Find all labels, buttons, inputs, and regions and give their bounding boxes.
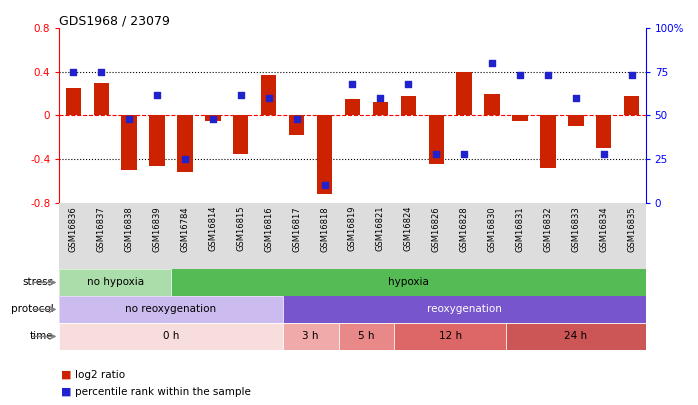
Bar (596, 115, 611, 148)
Point (487, 60, 498, 66)
Point (570, 95, 581, 101)
Text: GDS1968 / 23079: GDS1968 / 23079 (59, 14, 170, 27)
Text: GSM16835: GSM16835 (628, 206, 636, 252)
Text: ■: ■ (61, 370, 72, 379)
Bar (289, 115, 304, 135)
Text: ■: ■ (61, 387, 72, 397)
Text: hypoxia: hypoxia (388, 277, 429, 288)
Text: stress: stress (22, 277, 54, 288)
Text: 24 h: 24 h (564, 331, 588, 341)
Bar (345, 99, 360, 115)
Text: GSM16834: GSM16834 (600, 206, 608, 252)
Bar (401, 96, 416, 115)
Point (375, 95, 386, 101)
Text: GSM16814: GSM16814 (209, 206, 217, 252)
Bar (394, 323, 506, 350)
Point (626, 72, 637, 79)
Text: GSM16821: GSM16821 (376, 206, 385, 252)
Text: GSM16816: GSM16816 (265, 206, 273, 252)
Bar (624, 96, 639, 115)
Bar (121, 115, 137, 170)
Point (598, 151, 609, 157)
Bar (339, 323, 394, 350)
Bar (512, 115, 528, 121)
Text: 5 h: 5 h (358, 331, 375, 341)
Text: protocol: protocol (10, 305, 54, 314)
Text: no hypoxia: no hypoxia (87, 277, 144, 288)
Text: 3 h: 3 h (302, 331, 319, 341)
Point (124, 116, 135, 122)
Bar (177, 115, 193, 172)
Bar (568, 115, 584, 126)
Point (459, 151, 470, 157)
Point (403, 81, 414, 87)
Bar (429, 115, 444, 164)
Point (68, 69, 79, 75)
Text: GSM16828: GSM16828 (460, 206, 468, 252)
Point (514, 72, 526, 79)
Text: GSM16826: GSM16826 (432, 206, 440, 252)
Text: GSM16839: GSM16839 (153, 206, 161, 252)
Text: GSM16830: GSM16830 (488, 206, 496, 252)
Text: GSM16815: GSM16815 (237, 206, 245, 252)
Point (96, 69, 107, 75)
Point (431, 151, 442, 157)
Point (207, 116, 218, 122)
Point (542, 72, 554, 79)
Text: log2 ratio: log2 ratio (75, 370, 125, 379)
Bar (484, 94, 500, 115)
Bar (373, 102, 388, 115)
Bar (233, 115, 248, 153)
Point (291, 116, 302, 122)
Text: reoxygenation: reoxygenation (426, 305, 502, 314)
Text: GSM16818: GSM16818 (320, 206, 329, 252)
Bar (59, 269, 171, 296)
Bar (59, 323, 283, 350)
Text: GSM16824: GSM16824 (404, 206, 413, 252)
Bar (283, 323, 339, 350)
Bar (149, 115, 165, 166)
Point (235, 92, 246, 98)
Point (151, 92, 163, 98)
Text: GSM16832: GSM16832 (544, 206, 552, 252)
Text: GSM16837: GSM16837 (97, 206, 105, 252)
Text: GSM16819: GSM16819 (348, 206, 357, 252)
Text: 0 h: 0 h (163, 331, 179, 341)
Point (319, 182, 330, 188)
Text: 12 h: 12 h (438, 331, 462, 341)
Bar (456, 72, 472, 115)
Text: GSM16836: GSM16836 (69, 206, 77, 252)
Point (179, 156, 191, 162)
Bar (506, 323, 646, 350)
Text: time: time (30, 331, 54, 341)
Text: GSM16817: GSM16817 (292, 206, 301, 252)
Point (347, 81, 358, 87)
Text: GSM16838: GSM16838 (125, 206, 133, 252)
Bar (205, 115, 221, 121)
Bar (94, 83, 109, 115)
Bar (317, 115, 332, 194)
Text: GSM16784: GSM16784 (181, 206, 189, 252)
Bar (261, 75, 276, 115)
Text: no reoxygenation: no reoxygenation (126, 305, 216, 314)
Text: GSM16833: GSM16833 (572, 206, 580, 252)
Text: GSM16831: GSM16831 (516, 206, 524, 252)
Text: percentile rank within the sample: percentile rank within the sample (75, 387, 251, 397)
Point (263, 95, 274, 101)
Bar (540, 115, 556, 168)
Bar (66, 88, 81, 115)
Bar (59, 296, 283, 323)
